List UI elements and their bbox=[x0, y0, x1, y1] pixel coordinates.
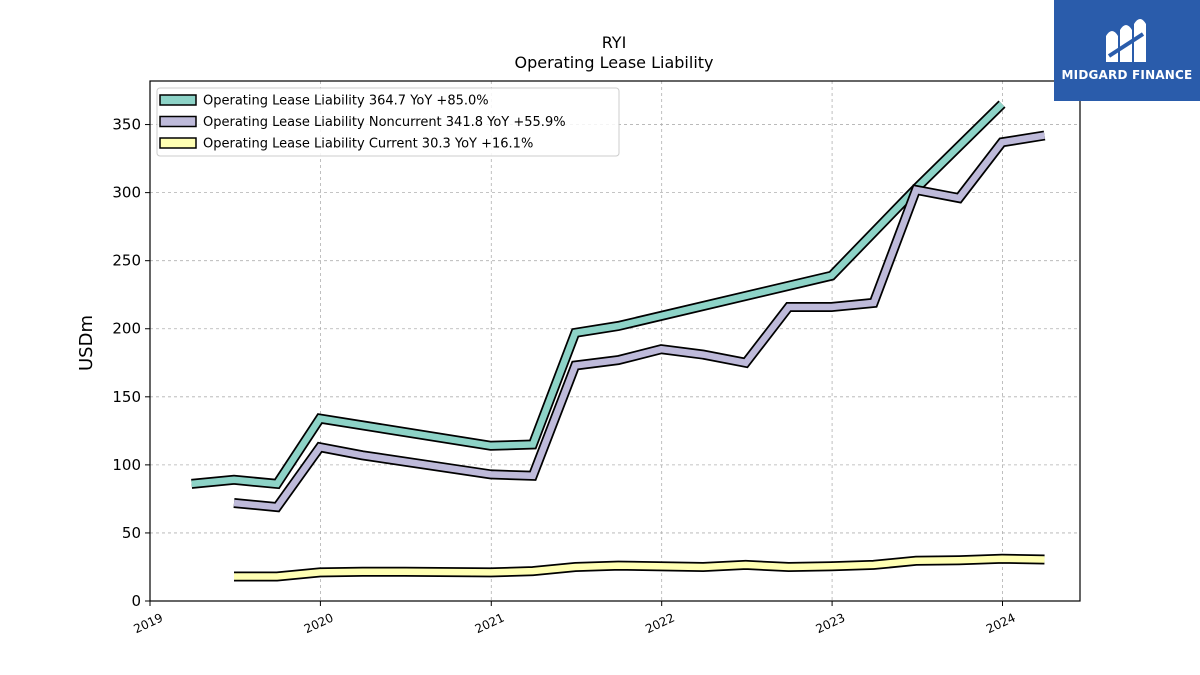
legend-swatch bbox=[159, 137, 197, 149]
x-tick-label: 2023 bbox=[814, 611, 848, 637]
x-tick-label: 2021 bbox=[473, 611, 507, 637]
legend-box bbox=[156, 87, 620, 157]
y-tick-label: 200 bbox=[112, 320, 141, 338]
series-line bbox=[233, 132, 1046, 511]
y-axis: 0 50 100 150 200 250 300 350 bbox=[112, 116, 150, 610]
x-tick-label: 2020 bbox=[302, 611, 336, 637]
legend-swatch bbox=[159, 94, 197, 106]
chart-subtitle: Operating Lease Liability bbox=[514, 53, 713, 72]
series-3 bbox=[234, 553, 1045, 582]
legend-entry: Operating Lease Liability Noncurrent 341… bbox=[203, 115, 566, 130]
y-tick-label: 350 bbox=[112, 116, 141, 134]
legend: Operating Lease Liability 364.7 YoY +85.… bbox=[156, 87, 620, 157]
x-tick-label: 2024 bbox=[984, 611, 1018, 637]
series-line bbox=[191, 101, 1005, 488]
x-axis: 2019 2020 2021 2022 2023 2024 bbox=[132, 601, 1018, 636]
series-line bbox=[234, 555, 1045, 580]
y-tick-label: 50 bbox=[122, 524, 141, 542]
series-2 bbox=[233, 130, 1046, 513]
y-tick-label: 300 bbox=[112, 184, 141, 202]
brand-logo: MIDGARD FINANCE bbox=[1054, 0, 1200, 101]
legend-entry: Operating Lease Liability 364.7 YoY +85.… bbox=[203, 94, 489, 109]
legend-swatch bbox=[159, 115, 197, 128]
series-lines bbox=[191, 100, 1046, 582]
y-tick-label: 150 bbox=[112, 388, 141, 406]
y-axis-label: USDm bbox=[76, 315, 97, 371]
y-tick-label: 250 bbox=[112, 252, 141, 270]
x-tick-label: 2022 bbox=[643, 611, 677, 637]
series-1 bbox=[191, 100, 1006, 490]
x-tick-label: 2019 bbox=[132, 611, 166, 637]
y-tick-label: 0 bbox=[131, 592, 141, 610]
brand-name: MIDGARD FINANCE bbox=[1061, 68, 1193, 82]
chart-title: RYI bbox=[602, 33, 627, 52]
plot-frame bbox=[149, 80, 1081, 602]
midgard-logo-icon bbox=[1106, 19, 1146, 62]
legend-entry: Operating Lease Liability Current 30.3 Y… bbox=[203, 137, 533, 152]
y-tick-label: 100 bbox=[112, 456, 141, 474]
